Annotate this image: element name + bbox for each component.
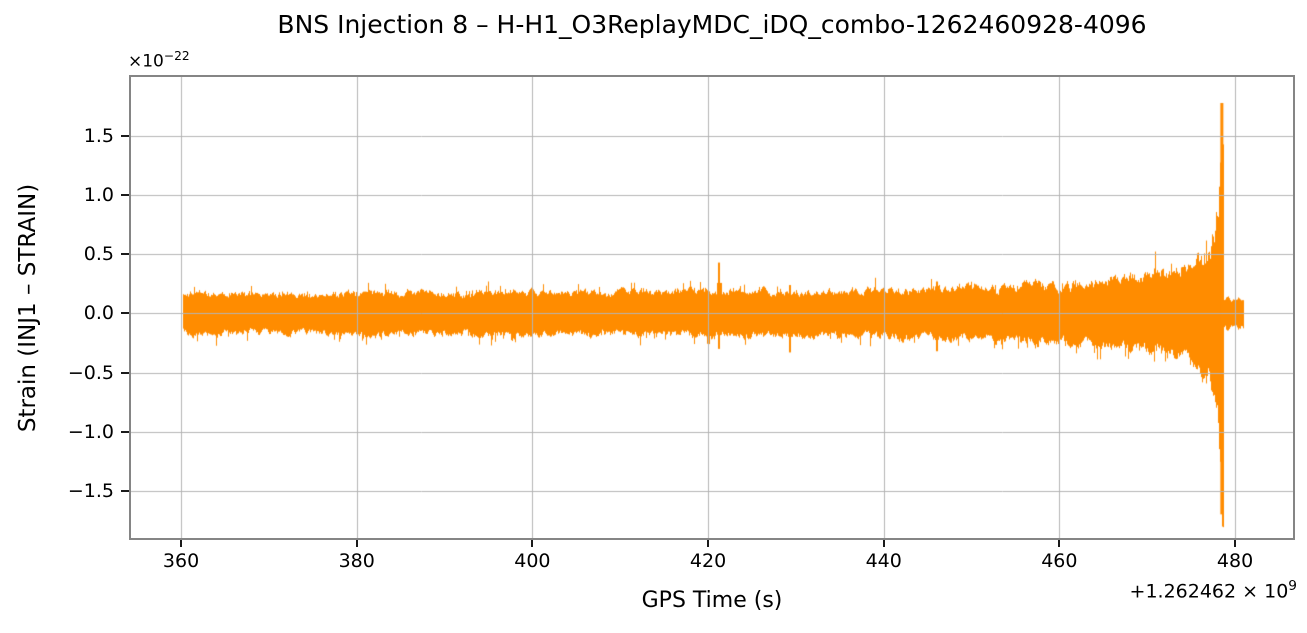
chart-title: BNS Injection 8 – H-H1_O3ReplayMDC_iDQ_c… xyxy=(277,10,1147,39)
y-tick-label: 0.0 xyxy=(83,302,114,325)
y-tick-mark xyxy=(121,253,129,256)
y-tick-mark xyxy=(121,194,129,197)
x-tick-mark xyxy=(1234,540,1237,547)
x-tick-label: 360 xyxy=(162,550,200,572)
x-tick-label: 400 xyxy=(514,550,551,572)
y-tick-mark xyxy=(121,371,129,374)
x-tick-label: 460 xyxy=(1041,550,1078,572)
x-tick-mark xyxy=(355,540,358,547)
x-tick-mark xyxy=(1058,540,1061,547)
y-tick-mark xyxy=(121,312,129,315)
x-axis-offset: +1.262462 × 109 xyxy=(1130,578,1297,602)
x-tick-mark xyxy=(531,540,534,547)
x-axis-offset-base: +1.262462 × 10 xyxy=(1129,580,1289,603)
y-tick-label: 0.5 xyxy=(83,243,114,266)
x-tick-mark xyxy=(707,540,710,547)
y-axis-multiplier: ×10−22 xyxy=(128,49,190,72)
x-tick-label: 480 xyxy=(1216,550,1254,572)
x-tick-label: 380 xyxy=(338,550,375,572)
x-tick-label: 440 xyxy=(865,550,902,572)
x-axis-label: GPS Time (s) xyxy=(641,588,783,613)
y-tick-mark xyxy=(121,489,129,492)
y-axis-multiplier-exponent: −22 xyxy=(163,49,190,63)
y-tick-label: 1.0 xyxy=(83,184,114,207)
x-tick-mark xyxy=(180,540,183,547)
y-tick-label: −1.0 xyxy=(67,420,114,443)
y-tick-label: 1.5 xyxy=(83,125,114,148)
y-tick-label: −0.5 xyxy=(67,361,114,384)
x-tick-mark xyxy=(882,540,885,547)
waveform-canvas xyxy=(131,77,1293,538)
y-axis-multiplier-base: ×10 xyxy=(128,51,164,72)
x-tick-label: 420 xyxy=(689,550,727,572)
y-tick-mark xyxy=(121,135,129,138)
plot-area xyxy=(129,75,1295,540)
y-tick-mark xyxy=(121,430,129,433)
x-axis-offset-exponent: 9 xyxy=(1288,578,1297,594)
y-tick-label: −1.5 xyxy=(67,479,114,502)
